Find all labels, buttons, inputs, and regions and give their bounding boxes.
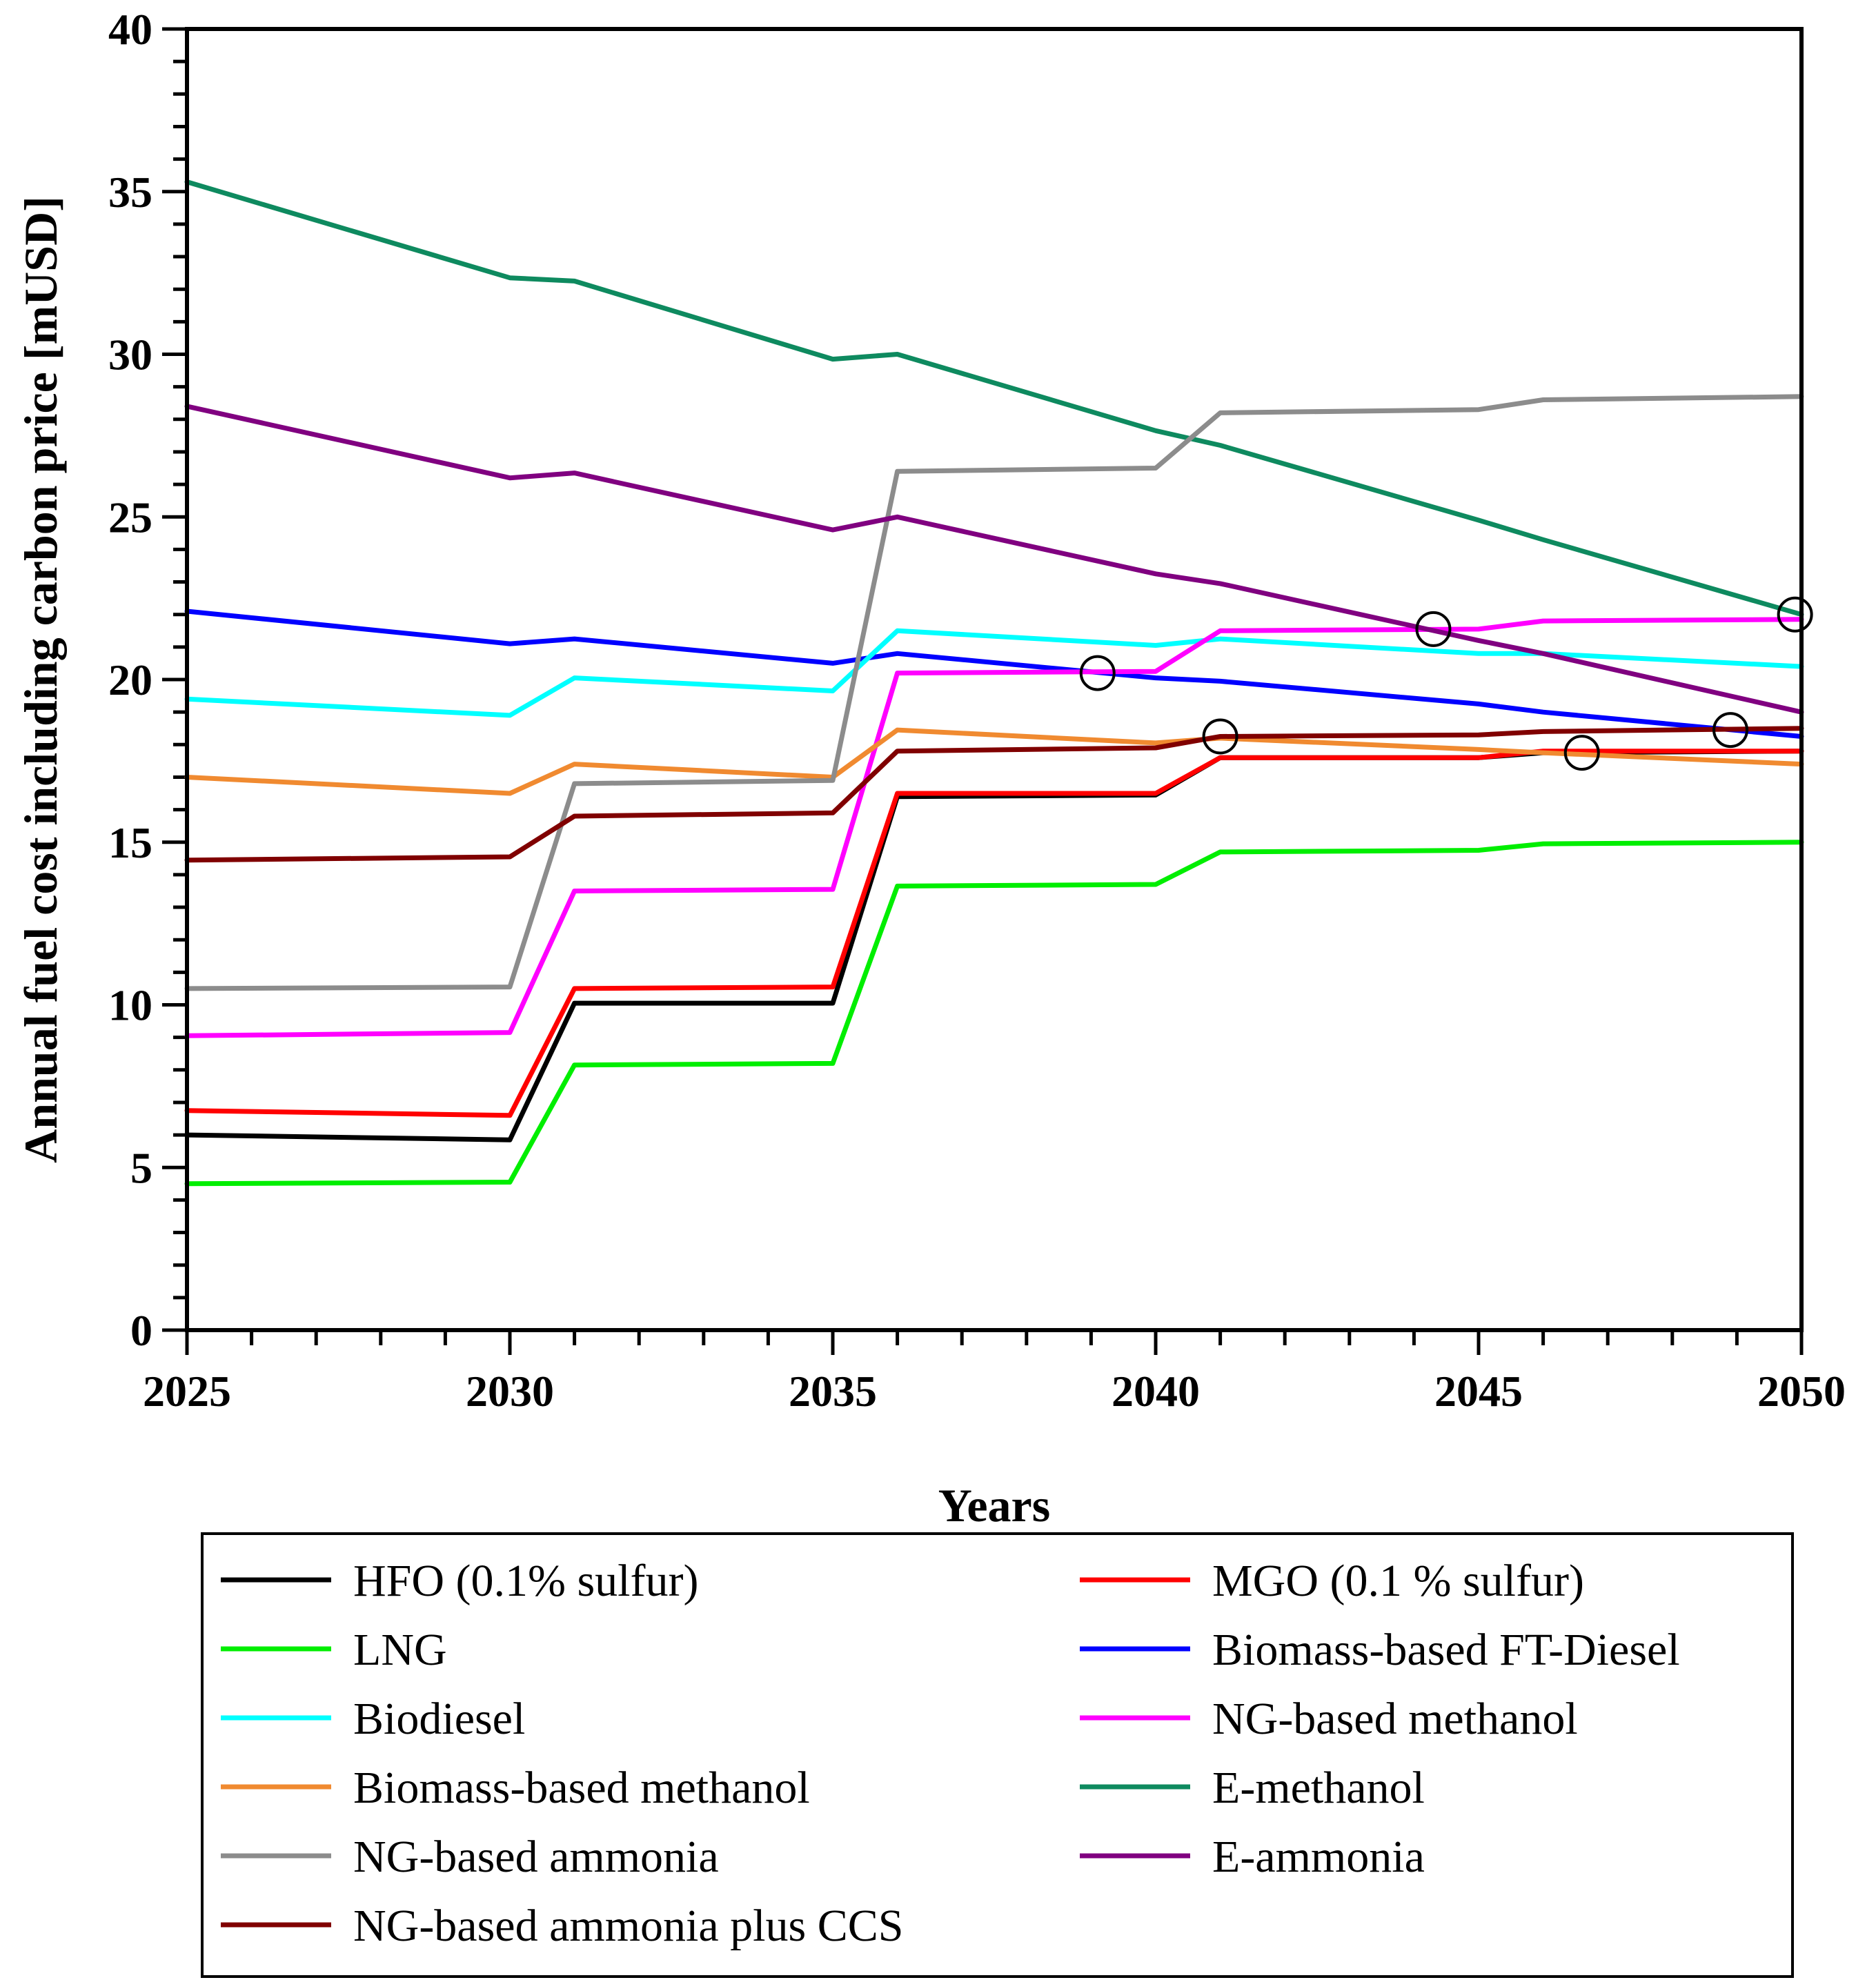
y-tick-label: 25 (108, 493, 152, 542)
annotation-circle (1712, 712, 1749, 749)
legend-label-ng-based-ammonia: NG-based ammonia (353, 1832, 719, 1882)
series-lines (184, 179, 1804, 1187)
legend-box (201, 1532, 1794, 1978)
x-tick-label: 2025 (143, 1367, 231, 1416)
legend-label-ng-based-methanol: NG-based methanol (1212, 1694, 1578, 1744)
y-tick-label: 40 (108, 5, 152, 54)
plot-frame (185, 27, 1804, 1332)
legend: HFO (0.1% sulfur) MGO (0.1 % sulfur) LNG Bi… (221, 1556, 1680, 1951)
series-line-mgo-0-1-sulfur (184, 749, 1804, 1118)
series-line-e-ammonia (184, 404, 1804, 715)
legend-label-ng-based-ammonia-plus-ccs: NG-based ammonia plus CCS (353, 1901, 903, 1951)
x-tick-label: 2040 (1112, 1367, 1200, 1416)
y-tick-label: 30 (108, 330, 152, 379)
x-tick-label: 2035 (789, 1367, 877, 1416)
legend-label-biodiesel: Biodiesel (353, 1694, 525, 1744)
legend-label-e-ammonia: E-ammonia (1212, 1832, 1425, 1882)
annotation-circle (1202, 718, 1238, 755)
annotation-circle (1563, 735, 1600, 771)
series-line-lng (184, 840, 1804, 1187)
y-axis-title: Annual fuel cost including carbon price … (14, 196, 67, 1163)
legend-label-biomass-based-ft-diesel: Biomass-based FT-Diesel (1212, 1625, 1680, 1675)
series-line-ng-based-methanol (184, 617, 1804, 1038)
series-line-hfo-0-1-sulfur (184, 749, 1804, 1142)
series-line-biodiesel (184, 628, 1804, 718)
annotation-circle (1415, 611, 1452, 647)
legend-label-mgo-0-1-sulfur: MGO (0.1 % sulfur) (1212, 1556, 1584, 1606)
y-tick-label: 10 (108, 981, 152, 1030)
series-line-e-methanol (184, 179, 1804, 617)
x-axis-title: Years (938, 1479, 1050, 1532)
x-tick-label: 2045 (1434, 1367, 1523, 1416)
axis-ticks (162, 27, 1804, 1355)
annotation-circle (1079, 655, 1116, 691)
x-tick-label: 2050 (1757, 1367, 1846, 1416)
series-line-ng-based-ammonia-plus-ccs (184, 726, 1804, 863)
x-tick-label: 2030 (466, 1367, 554, 1416)
annotation-circle (1777, 596, 1813, 633)
series-line-biomass-based-ft-diesel (184, 608, 1804, 739)
y-tick-label: 0 (130, 1306, 152, 1355)
legend-label-e-methanol: E-methanol (1212, 1763, 1425, 1813)
legend-label-lng: LNG (353, 1625, 447, 1675)
series-line-ng-based-ammonia (184, 394, 1804, 991)
y-tick-label: 5 (130, 1143, 152, 1192)
series-line-biomass-based-methanol (184, 727, 1804, 796)
y-tick-label: 15 (108, 818, 152, 867)
legend-label-biomass-based-methanol: Biomass-based methanol (353, 1763, 810, 1813)
crossover-markers (1079, 596, 1813, 771)
y-tick-label: 20 (108, 655, 152, 704)
legend-label-hfo-0-1-sulfur: HFO (0.1% sulfur) (353, 1556, 698, 1606)
y-tick-label: 35 (108, 168, 152, 217)
